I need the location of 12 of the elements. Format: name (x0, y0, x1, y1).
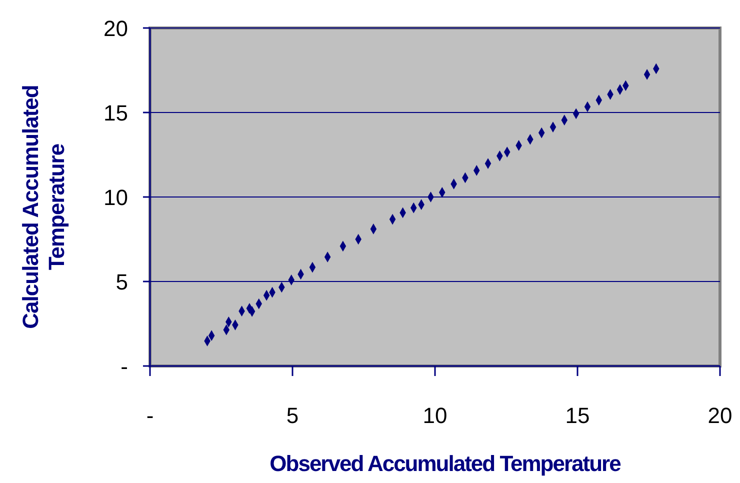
y-tick-label: 20 (104, 16, 128, 41)
x-tick-label: - (146, 403, 154, 428)
y-tick-label: - (120, 354, 128, 379)
y-tick-label: 15 (104, 100, 128, 126)
x-tick-label: 10 (422, 403, 448, 428)
x-tick-label: 20 (708, 403, 732, 428)
x-tick-label: 5 (286, 403, 299, 428)
y-axis-title: Calculated Accumulated Temperature (18, 85, 69, 329)
x-axis-title: Observed Accumulated Temperature (270, 451, 622, 476)
y-tick-label: 5 (116, 270, 128, 294)
y-tick-label: 10 (104, 185, 128, 210)
x-tick-label: 15 (565, 403, 590, 428)
